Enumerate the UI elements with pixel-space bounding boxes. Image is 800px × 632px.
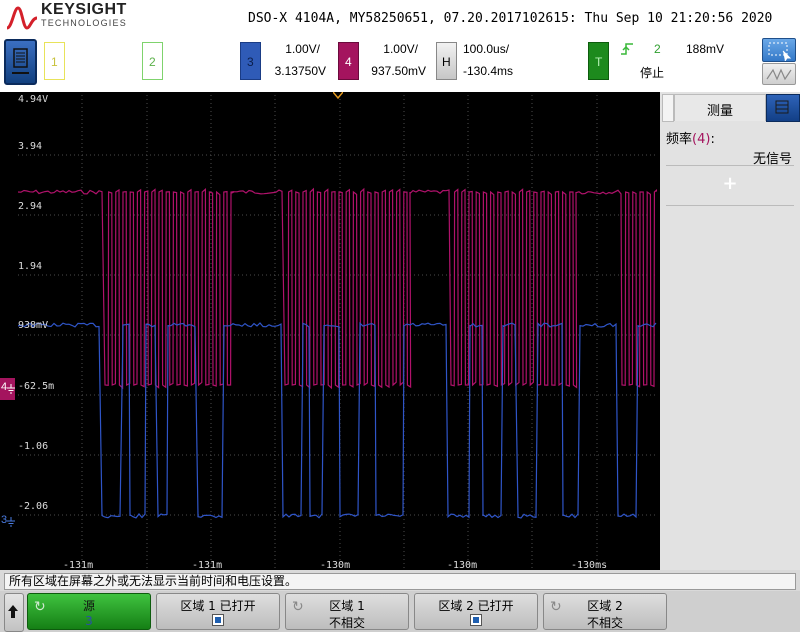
- x-label: -130ms: [571, 560, 608, 571]
- channel-4-trace: [18, 187, 657, 390]
- measurement-panel: 测量 频率(4): 无信号 +: [660, 92, 800, 570]
- channel-bar: 1 2 3 1.00V/ 3.13750V 4 1.00V/ 937.50mV …: [0, 36, 800, 92]
- rising-edge-icon: [621, 43, 633, 55]
- measurement-colon: :: [710, 132, 715, 147]
- back-button[interactable]: [4, 593, 24, 632]
- status-message: 所有区域在屏幕之外或无法显示当前时间和电压设置。: [4, 573, 796, 590]
- channel-3-button[interactable]: 3: [240, 42, 261, 80]
- checkbox-checked-icon: [212, 614, 224, 626]
- channel-3-offset: 3.13750V: [274, 64, 326, 78]
- softkey-zone1-mode-label: 区域 1: [329, 599, 365, 613]
- brand-name: KEYSIGHT: [41, 1, 127, 18]
- channel-4-offset: 937.50mV: [371, 64, 426, 78]
- panel-tab-2[interactable]: [766, 94, 800, 122]
- softkey-zone1-mode[interactable]: ↻ 区域 1 不相交: [285, 593, 409, 630]
- channel-4-ground-marker[interactable]: 4: [0, 378, 15, 400]
- horizontal-label: H: [442, 55, 451, 69]
- back-arrow-icon: [8, 605, 18, 618]
- channel-2-button[interactable]: 2: [142, 42, 163, 80]
- x-label: -130m: [320, 560, 351, 571]
- waveform-grid: [18, 95, 657, 571]
- measurement-value: 无信号: [752, 152, 792, 167]
- y-label: 3.94: [18, 141, 43, 152]
- channel-1-button[interactable]: 1: [44, 42, 65, 80]
- divider: [666, 165, 794, 166]
- waveform-display[interactable]: [0, 92, 660, 570]
- add-icon: +: [722, 173, 738, 194]
- measure-tab-label: 测量: [706, 104, 733, 119]
- y-label: 938mV: [18, 320, 49, 331]
- softkey-zone1-enable-label: 区域 1 已打开: [180, 599, 256, 613]
- channel-1-number: 1: [51, 55, 58, 69]
- divider: [666, 205, 794, 206]
- softkey-zone2-mode-label: 区域 2: [587, 599, 623, 613]
- channel-3-scale: 1.00V/: [285, 42, 320, 56]
- channel-4-marker-label: 4: [1, 381, 8, 393]
- add-measurement-button[interactable]: +: [666, 170, 794, 200]
- softkey-zone1-mode-value: 不相交: [328, 616, 365, 630]
- measure-tab[interactable]: 测量: [674, 94, 766, 121]
- measurement-name: 频率(4):: [666, 128, 715, 147]
- ground-icon: [7, 517, 15, 527]
- softkey-source-value: 3: [85, 614, 93, 628]
- run-state: 停止: [640, 66, 665, 80]
- trigger-level: 188mV: [686, 42, 725, 56]
- y-label: 2.94: [18, 201, 43, 212]
- panel-tab-collapse[interactable]: [662, 94, 674, 122]
- select-region-button[interactable]: [762, 38, 796, 62]
- channel-3-number: 3: [247, 55, 254, 69]
- title-bar: KEYSIGHT TECHNOLOGIES DSO-X 4104A, MY582…: [0, 0, 800, 36]
- softkey-source-label: 源: [82, 599, 95, 613]
- rotate-knob-icon: ↻: [550, 599, 562, 615]
- waveform-tool-button[interactable]: [762, 63, 796, 85]
- channel-3-ground-marker[interactable]: 3: [0, 512, 15, 532]
- y-label: 1.94: [18, 261, 43, 272]
- selection-icon: [768, 42, 792, 61]
- softkey-bar: ↻ 源 3 区域 1 已打开 ↻ 区域 1 不相交 区域 2 已打开 ↻ 区域 …: [0, 591, 800, 632]
- channel-2-number: 2: [149, 55, 156, 69]
- channel-4-number: 4: [345, 55, 352, 69]
- softkey-zone1-enable[interactable]: 区域 1 已打开: [156, 593, 280, 630]
- checkbox-checked-icon: [470, 614, 482, 626]
- document-icon: [12, 48, 29, 74]
- horizontal-scale: 100.0us/: [463, 42, 510, 56]
- channel-4-scale: 1.00V/: [383, 42, 418, 56]
- ground-icon: [7, 384, 15, 394]
- x-label: -130m: [447, 560, 478, 571]
- softkey-zone2-enable-label: 区域 2 已打开: [438, 599, 514, 613]
- measurement-type: 频率: [666, 132, 693, 147]
- menu-button[interactable]: [4, 39, 37, 85]
- keysight-logo-icon: [6, 6, 38, 30]
- softkey-zone2-enable[interactable]: 区域 2 已打开: [414, 593, 538, 630]
- channel-3-marker-label: 3: [1, 514, 8, 526]
- x-label: -131m: [63, 560, 94, 571]
- x-label: -131m: [192, 560, 223, 571]
- measurement-channel: (4): [692, 132, 711, 147]
- channel-3-trace: [18, 321, 657, 519]
- softkey-zone2-mode-value: 不相交: [586, 616, 623, 630]
- horizontal-button[interactable]: H: [436, 42, 457, 80]
- brand-subtitle: TECHNOLOGIES: [41, 18, 127, 28]
- channel-4-button[interactable]: 4: [338, 42, 359, 80]
- horizontal-position: -130.4ms: [463, 64, 514, 78]
- y-label: 4.94V: [18, 94, 49, 105]
- softkey-source[interactable]: ↻ 源 3: [27, 593, 151, 630]
- trigger-source: 2: [654, 42, 661, 56]
- y-label: -2.06: [18, 501, 49, 512]
- trigger-position-marker-icon: [333, 92, 343, 100]
- softkey-zone2-mode[interactable]: ↻ 区域 2 不相交: [543, 593, 667, 630]
- y-label: -1.06: [18, 441, 49, 452]
- waveform-edit-icon: [766, 68, 792, 81]
- trigger-button[interactable]: T: [588, 42, 609, 80]
- rotate-knob-icon: ↻: [34, 599, 46, 615]
- y-label: -62.5m: [18, 381, 55, 392]
- window-title: DSO-X 4104A, MY58250651, 07.20.201710261…: [248, 11, 773, 26]
- rotate-knob-icon: ↻: [292, 599, 304, 615]
- table-icon: [775, 100, 789, 114]
- trigger-label: T: [595, 55, 603, 69]
